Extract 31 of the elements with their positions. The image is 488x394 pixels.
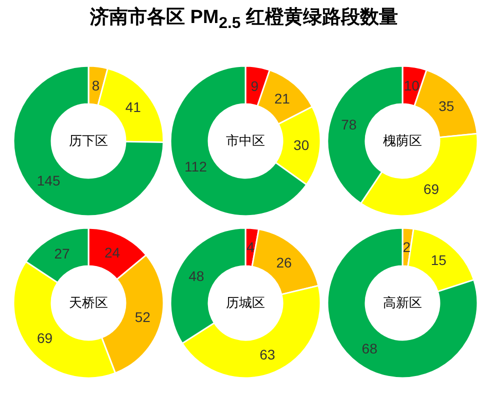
text: 历城区 — [226, 295, 265, 310]
text: 天桥区 — [69, 295, 108, 310]
data-label: 145 — [36, 172, 60, 188]
data-label: 26 — [276, 254, 292, 270]
donut-slice — [12, 65, 164, 217]
data-label: 112 — [184, 158, 208, 175]
text: 高新区 — [383, 295, 422, 310]
data-label: 15 — [430, 252, 447, 268]
data-label: 27 — [54, 246, 70, 262]
text: 历下区 — [69, 133, 108, 148]
data-label: 24 — [104, 244, 120, 260]
data-label: 48 — [188, 268, 204, 284]
text: 市中区 — [226, 133, 265, 148]
data-label: 35 — [438, 98, 454, 114]
data-label: 2 — [402, 239, 411, 256]
data-label: 52 — [134, 309, 151, 326]
data-label: 21 — [274, 90, 290, 107]
text: 济南市各区 PM$_{2.5}$ 红橙黄绿路段数量 — [90, 6, 398, 32]
data-label: 69 — [424, 181, 440, 198]
data-label: 41 — [125, 99, 142, 116]
donut-slice — [326, 227, 478, 379]
data-label: 68 — [362, 340, 378, 356]
text: 槐荫区 — [383, 133, 422, 148]
data-label: 4 — [246, 239, 255, 256]
data-label: 78 — [341, 116, 357, 133]
data-label: 63 — [260, 346, 276, 363]
data-label: 9 — [250, 78, 259, 94]
data-label: 69 — [37, 330, 53, 346]
data-label: 8 — [92, 77, 100, 94]
data-label: 10 — [404, 78, 420, 94]
data-label: 30 — [294, 137, 310, 154]
